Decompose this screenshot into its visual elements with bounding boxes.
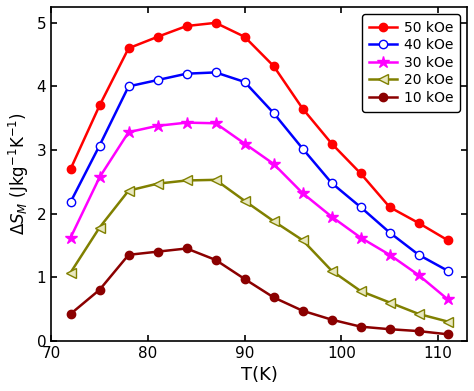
30 kOe [155, 124, 160, 128]
50 kOe [242, 34, 247, 39]
20 kOe [358, 289, 364, 293]
40 kOe [329, 181, 335, 185]
10 kOe [445, 332, 451, 337]
20 kOe [387, 300, 392, 305]
10 kOe [416, 329, 421, 334]
20 kOe [329, 268, 335, 273]
10 kOe [300, 308, 306, 313]
10 kOe [97, 287, 102, 292]
Y-axis label: $\Delta S_M$ (Jkg$^{-1}$K$^{-1}$): $\Delta S_M$ (Jkg$^{-1}$K$^{-1}$) [7, 112, 31, 235]
50 kOe [329, 141, 335, 146]
40 kOe [387, 230, 392, 235]
30 kOe [358, 235, 364, 240]
30 kOe [68, 235, 73, 240]
10 kOe [271, 295, 276, 300]
30 kOe [213, 121, 219, 126]
10 kOe [68, 312, 73, 316]
50 kOe [213, 20, 219, 25]
30 kOe [300, 191, 306, 196]
20 kOe [271, 219, 276, 224]
50 kOe [271, 64, 276, 68]
Line: 50 kOe: 50 kOe [66, 19, 452, 244]
30 kOe [387, 253, 392, 257]
10 kOe [387, 327, 392, 332]
50 kOe [445, 238, 451, 242]
Legend: 50 kOe, 40 kOe, 30 kOe, 20 kOe, 10 kOe: 50 kOe, 40 kOe, 30 kOe, 20 kOe, 10 kOe [362, 14, 460, 112]
40 kOe [358, 205, 364, 210]
X-axis label: T(K): T(K) [241, 366, 278, 384]
Line: 20 kOe: 20 kOe [66, 175, 453, 326]
40 kOe [68, 200, 73, 204]
40 kOe [416, 253, 421, 257]
10 kOe [184, 246, 190, 251]
40 kOe [184, 71, 190, 76]
50 kOe [155, 34, 160, 39]
50 kOe [358, 171, 364, 176]
30 kOe [329, 214, 335, 219]
40 kOe [126, 84, 131, 89]
20 kOe [184, 178, 190, 183]
40 kOe [300, 146, 306, 151]
40 kOe [271, 111, 276, 115]
10 kOe [358, 324, 364, 329]
40 kOe [155, 78, 160, 83]
50 kOe [68, 167, 73, 171]
20 kOe [213, 178, 219, 182]
30 kOe [126, 130, 131, 135]
Line: 30 kOe: 30 kOe [64, 117, 454, 306]
30 kOe [416, 273, 421, 278]
50 kOe [184, 24, 190, 29]
20 kOe [155, 181, 160, 186]
10 kOe [126, 253, 131, 257]
30 kOe [242, 141, 247, 146]
50 kOe [300, 106, 306, 111]
50 kOe [416, 221, 421, 225]
40 kOe [242, 80, 247, 84]
40 kOe [445, 268, 451, 273]
50 kOe [126, 46, 131, 50]
20 kOe [126, 188, 131, 193]
20 kOe [68, 270, 73, 275]
40 kOe [213, 70, 219, 75]
30 kOe [271, 161, 276, 166]
30 kOe [97, 175, 102, 179]
50 kOe [97, 103, 102, 108]
50 kOe [387, 205, 392, 210]
30 kOe [184, 120, 190, 125]
20 kOe [97, 225, 102, 230]
10 kOe [155, 249, 160, 254]
20 kOe [300, 238, 306, 242]
10 kOe [329, 317, 335, 322]
10 kOe [242, 277, 247, 282]
40 kOe [97, 143, 102, 148]
20 kOe [416, 312, 421, 316]
Line: 40 kOe: 40 kOe [66, 68, 452, 275]
10 kOe [213, 258, 219, 262]
Line: 10 kOe: 10 kOe [66, 244, 452, 339]
20 kOe [242, 199, 247, 203]
20 kOe [445, 319, 451, 324]
30 kOe [445, 297, 451, 302]
